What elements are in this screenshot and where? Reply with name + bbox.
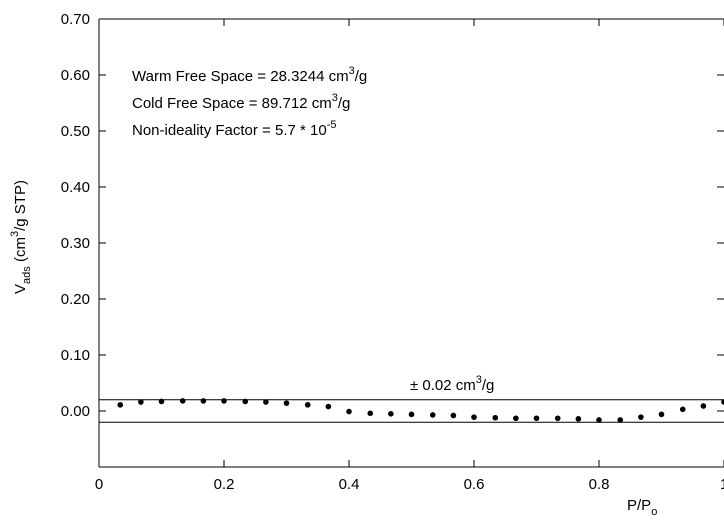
data-point [408,411,415,418]
annotation-cold-free-space: Cold Free Space = 89.712 cm3/g [132,92,350,112]
data-point [283,400,290,406]
data-point [325,403,332,410]
y-tick-label: 0.10 [61,347,90,364]
data-point [158,398,165,405]
data-point [367,410,374,417]
data-point [638,414,644,420]
x-axis-label: P/Po [627,497,657,518]
data-point [221,398,227,404]
data-point [429,412,436,418]
data-point [617,417,624,423]
x-tick-label: 0.4 [339,476,360,493]
data-point [596,417,602,423]
data-point [388,411,394,417]
data-point [721,399,724,405]
data-point [492,414,499,421]
y-axis-label: Vads (cm3/g STP) [9,180,33,294]
annotation-warm-free-space: Warm Free Space = 28.3244 cm3/g [132,65,367,85]
y-tick-label: 0.00 [61,403,90,420]
data-point [679,406,686,413]
y-tick-label: 0.50 [61,123,90,140]
data-point [513,415,519,422]
y-tick-label: 0.70 [61,11,90,28]
data-point [575,416,582,422]
data-point [533,415,540,422]
data-point [554,415,561,422]
x-tick-label: 0.6 [464,476,485,493]
data-point [138,399,144,405]
data-point [346,408,352,415]
data-point [658,411,665,418]
y-tick-label: 0.60 [61,67,90,84]
x-tick-label: 0.8 [589,476,610,493]
y-tick-label: 0.20 [61,291,90,308]
y-tick-label: 0.30 [61,235,90,252]
data-point [700,403,707,409]
annotation-nonideality-factor: Non-ideality Factor = 5.7 * 10-5 [132,119,336,139]
data-point [471,414,477,420]
data-point [263,399,269,405]
data-point [242,398,249,405]
data-point [179,398,186,404]
data-point [117,402,124,408]
data-point [200,398,207,404]
x-tick-label: 1 [720,476,724,493]
x-tick-label: 0.2 [214,476,235,493]
x-tick-label: 0 [95,476,103,493]
data-point [450,412,457,419]
y-tick-label: 0.40 [61,179,90,196]
band-label: ± 0.02 cm3/g [410,374,494,394]
data-point [304,402,311,408]
